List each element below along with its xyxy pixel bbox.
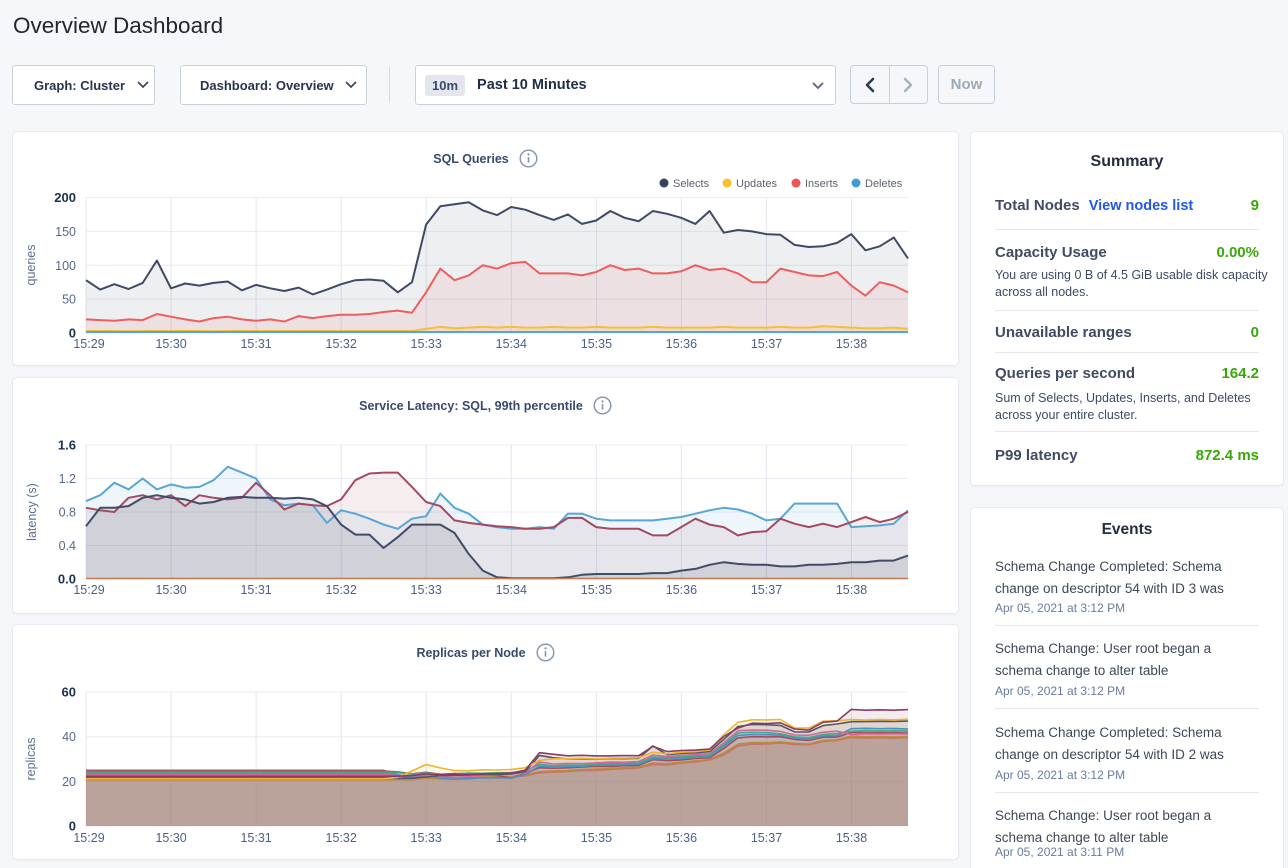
svg-text:Selects: Selects (673, 178, 710, 190)
svg-text:15:32: 15:32 (326, 831, 357, 845)
svg-text:15:31: 15:31 (240, 831, 271, 845)
svg-text:latency (s): latency (s) (25, 483, 39, 541)
svg-text:15:32: 15:32 (326, 583, 357, 597)
svg-text:15:30: 15:30 (155, 831, 186, 845)
svg-text:15:38: 15:38 (836, 337, 867, 351)
svg-text:15:33: 15:33 (411, 583, 442, 597)
svg-text:150: 150 (55, 225, 76, 239)
svg-text:15:38: 15:38 (836, 831, 867, 845)
svg-text:0: 0 (69, 819, 76, 834)
svg-text:15:30: 15:30 (155, 583, 186, 597)
svg-text:100: 100 (55, 259, 76, 273)
svg-text:15:37: 15:37 (751, 337, 782, 351)
svg-text:15:36: 15:36 (666, 831, 697, 845)
svg-text:15:35: 15:35 (581, 831, 612, 845)
svg-text:replicas: replicas (24, 737, 38, 780)
svg-text:Updates: Updates (736, 178, 777, 190)
svg-text:Inserts: Inserts (805, 178, 839, 190)
svg-text:15:35: 15:35 (581, 583, 612, 597)
svg-text:1.2: 1.2 (59, 472, 76, 486)
svg-text:40: 40 (62, 730, 76, 744)
svg-text:15:36: 15:36 (666, 583, 697, 597)
svg-text:0: 0 (69, 326, 76, 341)
svg-text:15:32: 15:32 (326, 337, 357, 351)
svg-text:15:31: 15:31 (240, 583, 271, 597)
svg-text:20: 20 (62, 775, 76, 789)
svg-text:0.8: 0.8 (59, 506, 76, 520)
svg-text:15:29: 15:29 (73, 337, 104, 351)
svg-text:0.0: 0.0 (58, 572, 76, 587)
svg-text:60: 60 (62, 685, 76, 700)
svg-text:15:31: 15:31 (240, 337, 271, 351)
svg-text:1.6: 1.6 (58, 438, 76, 453)
svg-text:15:34: 15:34 (496, 583, 527, 597)
svg-text:15:29: 15:29 (73, 831, 104, 845)
svg-text:15:36: 15:36 (666, 337, 697, 351)
svg-text:50: 50 (62, 293, 76, 307)
svg-text:15:29: 15:29 (73, 583, 104, 597)
svg-text:15:30: 15:30 (155, 337, 186, 351)
svg-text:15:34: 15:34 (496, 831, 527, 845)
svg-text:15:37: 15:37 (751, 831, 782, 845)
svg-text:queries: queries (24, 245, 38, 286)
svg-text:15:34: 15:34 (496, 337, 527, 351)
svg-text:15:38: 15:38 (836, 583, 867, 597)
svg-text:15:33: 15:33 (411, 831, 442, 845)
svg-text:0.4: 0.4 (59, 539, 76, 553)
svg-text:15:33: 15:33 (411, 337, 442, 351)
svg-text:15:37: 15:37 (751, 583, 782, 597)
svg-text:15:35: 15:35 (581, 337, 612, 351)
svg-text:Deletes: Deletes (865, 178, 903, 190)
svg-text:200: 200 (54, 190, 76, 205)
